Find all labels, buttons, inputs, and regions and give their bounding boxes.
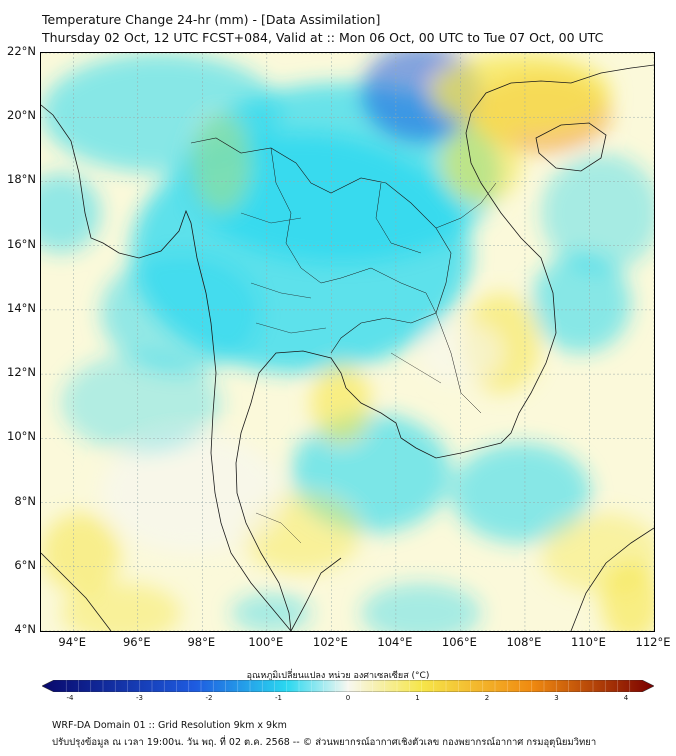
lon-label: 104°E [377,635,413,649]
temperature-anomaly-blob [61,583,181,631]
lon-label: 108°E [506,635,542,649]
temperature-anomaly-blob [431,53,611,133]
temperature-anomaly-blob [191,113,251,213]
temperature-anomaly-blob [421,323,501,383]
temperature-anomaly-blob [441,123,521,203]
temperature-change-map[interactable] [40,52,655,632]
colorbar-bar [42,680,654,692]
lon-label: 110°E [570,635,606,649]
lat-label: 20°N [7,108,36,123]
lat-label: 18°N [7,172,36,187]
temperature-anomaly-blob [61,353,221,453]
lon-label: 106°E [441,635,477,649]
temperature-anomaly-blob [311,363,371,443]
colorbar-tick-label: -3 [136,694,143,702]
coastline-and-borders [41,64,654,631]
colorbar-tick-label: -4 [66,694,74,702]
colorbar-tick-label: 4 [623,694,629,702]
map-svg [41,53,654,631]
temperature-anomaly-blob [541,153,654,273]
lat-label: 12°N [7,365,36,380]
temperature-anomaly-blob [361,583,481,631]
lat-label: 22°N [7,44,36,58]
lat-label: 8°N [14,493,36,508]
colorbar-tick-label: -1 [275,694,282,702]
lon-label: 96°E [122,635,151,649]
colorbar [42,680,654,692]
lat-label: 10°N [7,429,36,444]
temperature-anomaly-blob [41,173,101,253]
temperature-anomaly-blob [101,253,261,373]
colorbar-tick-label: 1 [415,694,420,702]
colorbar-tick-label: 3 [554,694,559,702]
lat-label: 16°N [7,236,36,251]
lat-label: 4°N [14,622,36,636]
temperature-anomaly-blob [451,443,591,543]
temperature-anomaly-blob [41,513,121,593]
lon-label: 100°E [248,635,284,649]
lon-label: 94°E [58,635,87,649]
lat-label: 14°N [7,300,36,315]
colorbar-title: อุณหภูมิเปลี่ยนแปลง หน่วย องศาเซลเซียส (… [246,671,430,681]
map-title: Temperature Change 24-hr (mm) - [Data As… [42,12,381,27]
lon-label: 98°E [187,635,216,649]
colorbar-tick-label: 0 [345,694,351,702]
lon-label: 102°E [312,635,348,649]
temperature-anomaly-blob [231,593,311,631]
map-subtitle: Thursday 02 Oct, 12 UTC FCST+084, Valid … [42,30,604,45]
colorbar-tick-label: 2 [484,694,490,702]
colorbar-tick-label: -2 [205,694,213,702]
lat-label: 6°N [14,557,36,572]
footer-model-info: WRF-DA Domain 01 :: Grid Resolution 9km … [52,720,287,731]
footer-update-info: ปรับปรุงข้อมูล ณ เวลา 19:00น. วัน พฤ. ที… [52,737,597,748]
temperature-anomaly-blob [541,513,654,593]
lon-label: 112°E [635,635,671,649]
temperature-field [41,53,654,631]
